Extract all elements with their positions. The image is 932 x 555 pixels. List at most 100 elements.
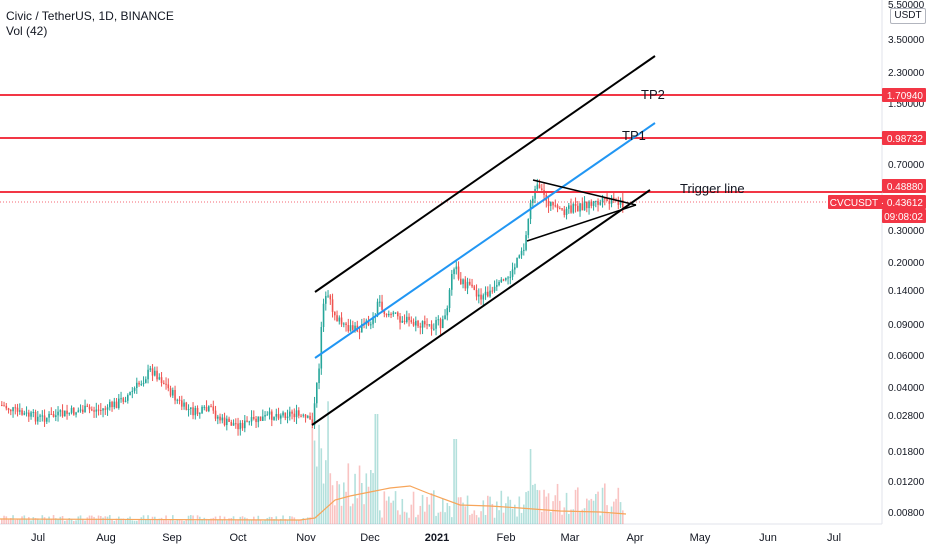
time-tick-label: Aug [96,532,116,544]
candle-body [50,413,53,415]
volume-bar [322,483,325,524]
candle-body [264,415,266,417]
volume-bar [140,517,143,524]
volume-bar [50,518,53,524]
symbol-title[interactable]: Civic / TetherUS, 1D, BINANCE [6,9,174,23]
candle-body [505,277,507,281]
volume-bar [462,502,464,524]
candle-body [273,416,275,420]
candle-body [327,295,329,297]
candle-body [480,294,482,300]
candle-body [340,317,343,325]
candle-body [219,416,221,421]
currency-unit-badge[interactable]: USDT [890,8,926,24]
candle-body [352,325,354,330]
candle-body [232,423,235,426]
time-tick-label: Sep [162,532,182,544]
candle-body [203,406,206,408]
candle-body [97,409,100,411]
candle-body [210,406,212,408]
volume-bar [583,508,586,524]
volume-bar [372,473,374,524]
candle-body [286,416,289,418]
candle-body [590,201,593,206]
candle-body [401,320,404,323]
volume-bar [169,519,172,524]
candle-body [322,303,325,328]
volume-bar [82,518,84,524]
volume-indicator-label[interactable]: Vol (42) [6,24,48,38]
volume-bar [75,520,77,524]
volume-bar [511,508,514,524]
candle-body [417,320,419,327]
candle-body [284,412,287,418]
volume-bar [248,519,251,524]
volume-bar [523,504,525,524]
volume-bar [203,517,206,524]
volume-bar [516,516,518,524]
volume-bar [217,519,219,524]
candle-body [397,312,399,317]
candle-body [138,382,140,385]
volume-bar [181,520,183,524]
volume-bar [158,518,161,524]
candle-body [354,325,356,330]
volume-bar [392,500,395,524]
candle-body [595,200,597,202]
volume-bar [25,519,28,524]
price-tick-label: 0.04000 [888,383,925,394]
volume-bar [7,519,10,524]
volume-bar [480,511,482,524]
tp1-price-tag [882,131,926,145]
candle-body [167,384,170,389]
candle-body [133,387,136,391]
volume-bar [412,491,415,524]
candle-body [156,370,158,380]
candle-body [217,416,219,419]
candle-body [385,313,388,316]
volume-bar [550,512,552,524]
volume-bar [408,517,410,524]
candle-body [102,408,104,411]
candle-body [318,368,320,383]
volume-bar [73,520,75,524]
candle-body [388,313,390,316]
volume-bar [577,487,579,524]
volume-bar [453,439,455,524]
candle-body [415,320,417,326]
candle-body [493,286,496,292]
candle-body [581,203,584,211]
candle-body [390,313,392,315]
time-tick-label: Jun [759,532,777,544]
candle-body [109,401,111,408]
time-tick-label: Dec [360,532,380,544]
candle-body [313,403,316,426]
candle-body [194,407,197,416]
volume-bar [178,519,181,524]
volume-bar [536,489,539,524]
candle-body [554,205,557,207]
volume-bar [300,520,302,524]
volume-bar [34,518,37,524]
volume-bar [16,519,19,524]
candle-body [500,279,503,282]
volume-bar [244,517,246,524]
volume-bar [205,518,208,524]
trigger-line-label: Trigger line [680,181,745,196]
candle-body [597,200,599,205]
candle-body [106,407,109,410]
volume-bar [401,498,404,524]
trigger-price-tag [882,179,926,193]
volume-bar [336,480,338,524]
volume-bar [561,514,563,524]
volume-bar [383,491,386,524]
symbol-price-tag-text: CVCUSDT · 0.43612 [830,198,924,209]
channel-lower-line [311,189,651,426]
candle-body [3,405,5,407]
volume-bar [552,501,554,524]
candle-body [343,323,345,325]
volume-bar [565,492,568,524]
candle-body [181,400,183,407]
